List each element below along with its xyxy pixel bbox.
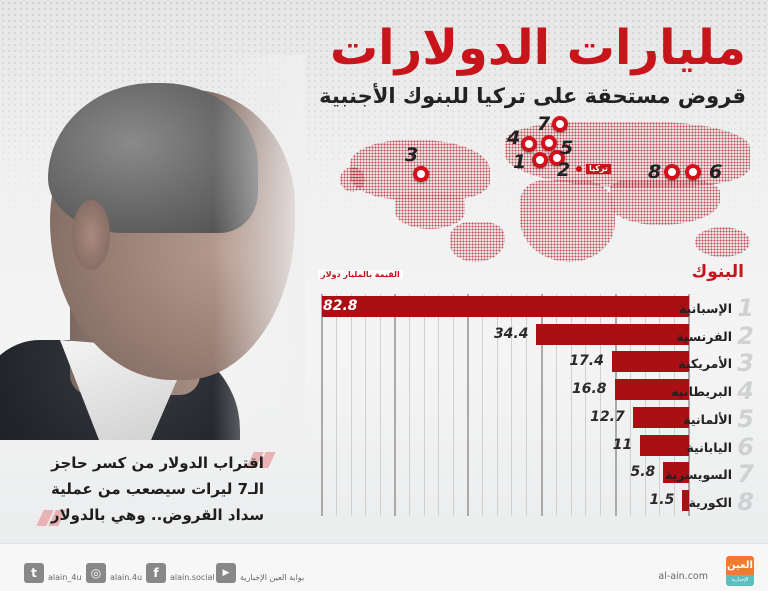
map-marker-number: 2 (557, 159, 571, 181)
bank-label: الإسبانية (678, 301, 732, 316)
gridline (467, 294, 469, 516)
bank-rank: 3 (737, 349, 754, 378)
bank-label: الكورية (688, 494, 732, 510)
bar-value: 1.5 (649, 491, 675, 508)
unit-label: القيمة بالمليار دولار (318, 270, 403, 279)
map-marker-2 (549, 150, 565, 166)
bank-rank: 2 (737, 321, 754, 350)
map-marker-6 (685, 164, 701, 180)
map-marker-number: 8 (648, 161, 662, 183)
facebook-icon: f (146, 563, 166, 583)
bar-value: 34.4 (493, 325, 529, 342)
al-ain-logo: العين الإخبارية (726, 556, 754, 586)
youtube-icon: ▶ (216, 563, 236, 583)
map-marker-number: 6 (709, 161, 723, 183)
map-marker-8 (664, 164, 680, 180)
bank-label: الفرنسية (676, 328, 732, 344)
quote-text: اقتراب الدولار من كسر حاجز الـ7 ليرات سي… (40, 450, 275, 528)
bank-rank: 7 (737, 460, 754, 489)
turkey-label: تركيا (586, 164, 611, 174)
bar (536, 323, 689, 345)
map-marker-7 (552, 116, 568, 132)
bar-value: 17.4 (569, 353, 604, 370)
world-map (340, 112, 768, 262)
quote-line: الـ7 ليرات سيصعب من عملية (51, 480, 264, 498)
bar (663, 462, 689, 484)
bar-value: 16.8 (571, 381, 607, 398)
facebook-link[interactable]: f alain.social (146, 563, 215, 583)
gridline (615, 294, 617, 516)
map-marker-number: 4 (507, 127, 521, 149)
instagram-handle: alain.4u (110, 573, 143, 582)
footer: t alain_4u ◎ alain.4u f alain.social ▶ ب… (0, 543, 768, 591)
map-marker-number: 1 (513, 151, 527, 173)
instagram-link[interactable]: ◎ alain.4u (86, 563, 142, 583)
gridline (394, 294, 396, 516)
bank-rank: 6 (737, 432, 754, 461)
gridline (688, 294, 690, 516)
bank-rank: 5 (737, 404, 754, 433)
youtube-link[interactable]: ▶ بوابة العين الإخبارية (216, 563, 304, 583)
quote-line: اقتراب الدولار من كسر حاجز (51, 454, 264, 472)
bar (611, 351, 689, 373)
bank-rank: 1 (737, 294, 754, 322)
instagram-icon: ◎ (86, 563, 106, 583)
bar (614, 379, 689, 401)
turkey-dot (576, 166, 582, 172)
bar (682, 489, 689, 511)
quote-line: سداد القروض.. وهي بالدولار (50, 506, 265, 524)
banks-header: البنوك (691, 262, 744, 282)
gridline (541, 294, 543, 516)
bar-value: 5.8 (630, 464, 656, 481)
facebook-handle: alain.social (170, 573, 215, 582)
site-url[interactable]: al-ain.com (658, 571, 708, 582)
gridline (321, 294, 323, 516)
bank-rank: 4 (737, 377, 754, 406)
map-marker-3 (413, 166, 429, 182)
bar (640, 434, 689, 456)
bar (321, 296, 689, 317)
bar-value: 82.8 (323, 298, 358, 314)
map-marker-number: 3 (405, 144, 419, 166)
bank-label: الألمانية (683, 411, 732, 427)
bank-label: السويسرية (665, 467, 732, 483)
map-marker-number: 5 (560, 137, 574, 159)
twitter-link[interactable]: t alain_4u (24, 563, 81, 583)
portrait-photo (0, 55, 305, 440)
page-subtitle: قروض مستحقة على تركيا للبنوك الأجنبية (319, 84, 746, 108)
bar-value: 12.7 (590, 408, 625, 425)
bank-label: البريطانية (671, 384, 732, 400)
logo-top: العين (726, 556, 754, 575)
bank-label: اليابانية (686, 439, 732, 455)
map-marker-4 (521, 136, 537, 152)
bar-chart: 82.8 34.4 17.4 16.8 12.7 11 5.8 1.5 (319, 294, 691, 516)
bank-rank: 8 (737, 487, 754, 516)
page-title: مليارات الدولارات (329, 20, 746, 76)
bar (632, 406, 689, 428)
twitter-icon: t (24, 563, 44, 583)
map-marker-1 (532, 152, 548, 168)
map-marker-number: 7 (537, 113, 551, 135)
bank-label: الأمريكية (678, 356, 732, 372)
youtube-handle: بوابة العين الإخبارية (240, 573, 305, 582)
twitter-handle: alain_4u (48, 573, 82, 582)
logo-bottom: الإخبارية (726, 575, 754, 586)
bar-value: 11 (612, 436, 633, 453)
map-marker-5 (541, 135, 557, 151)
